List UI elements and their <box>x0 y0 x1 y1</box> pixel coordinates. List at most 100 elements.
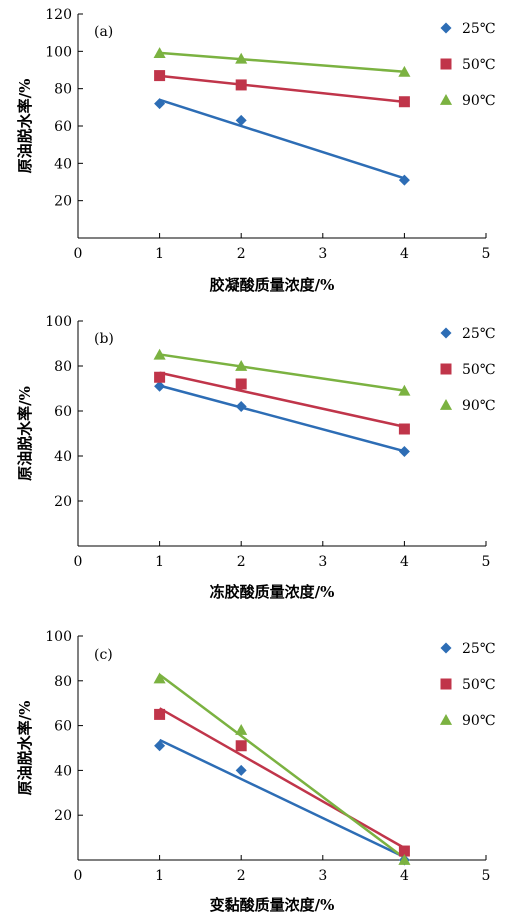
y-tick-label: 60 <box>54 719 72 735</box>
legend-marker <box>440 58 452 70</box>
x-tick-label: 2 <box>237 246 246 262</box>
x-tick-label: 3 <box>318 868 327 884</box>
data-point <box>154 740 166 752</box>
data-point <box>235 724 248 735</box>
data-point <box>398 853 411 865</box>
x-tick-label: 0 <box>74 246 83 262</box>
series-trend-line <box>159 738 405 859</box>
panel-label: (b) <box>94 331 114 347</box>
y-tick-label: 80 <box>54 674 72 690</box>
series-trend-line <box>158 673 406 860</box>
x-axis-label: 冻胶酸质量浓度/% <box>210 583 335 601</box>
y-tick-label: 40 <box>54 156 72 172</box>
y-tick-label: 100 <box>45 44 72 60</box>
x-tick-label: 3 <box>318 246 327 262</box>
x-tick-label: 5 <box>482 246 491 262</box>
data-point <box>154 380 166 392</box>
y-tick-label: 20 <box>54 494 72 510</box>
y-tick-label: 100 <box>45 629 72 645</box>
series-trend-line <box>159 384 405 453</box>
legend-marker <box>439 93 453 105</box>
legend-label: 50℃ <box>462 57 495 73</box>
x-tick-label: 5 <box>482 554 491 570</box>
legend-marker <box>440 327 452 339</box>
y-tick-label: 60 <box>54 404 72 420</box>
y-axis-label: 原油脱水率/% <box>16 386 34 481</box>
legend-label: 25℃ <box>462 21 495 37</box>
legend-marker <box>439 398 453 410</box>
legend-label: 50℃ <box>462 362 495 378</box>
series-trend-line <box>158 707 406 850</box>
data-point <box>153 47 166 59</box>
data-point <box>154 371 166 383</box>
panel-label: (c) <box>94 647 113 663</box>
x-axis-label: 变黏酸质量浓度/% <box>210 896 335 914</box>
x-tick-label: 4 <box>400 868 409 884</box>
x-tick-label: 1 <box>155 554 164 570</box>
data-point <box>398 423 410 435</box>
data-point <box>154 708 166 720</box>
y-tick-label: 40 <box>54 449 72 465</box>
y-axis-label: 原油脱水率/% <box>16 79 34 174</box>
legend-label: 50℃ <box>462 677 495 693</box>
y-axis-label: 原油脱水率/% <box>16 701 34 796</box>
x-tick-label: 0 <box>74 554 83 570</box>
x-tick-label: 2 <box>237 868 246 884</box>
data-point <box>398 65 411 77</box>
y-tick-label: 40 <box>54 763 72 779</box>
data-point <box>235 359 248 371</box>
series-trend-line <box>159 74 405 104</box>
data-point <box>398 174 410 186</box>
legend-marker <box>440 678 452 690</box>
legend-label: 25℃ <box>462 326 495 342</box>
y-tick-label: 20 <box>54 808 72 824</box>
chart-panel-1: 0 1 2 3 4 5 20 40 60 80 100 120 胶凝酸质量浓度/% 原油脱水率/% (a) 2… <box>16 7 495 294</box>
legend-label: 90℃ <box>462 713 495 729</box>
data-point <box>153 672 166 684</box>
series-trend-line <box>159 353 405 392</box>
legend-marker <box>440 642 452 654</box>
data-point <box>235 740 247 752</box>
data-point <box>398 845 410 857</box>
y-tick-label: 100 <box>45 314 72 330</box>
x-tick-label: 4 <box>400 554 409 570</box>
data-point <box>235 764 247 776</box>
legend-marker <box>440 22 452 34</box>
data-point <box>154 70 166 82</box>
x-tick-label: 2 <box>237 554 246 570</box>
legend-marker <box>439 713 453 725</box>
legend-label: 25℃ <box>462 641 495 657</box>
y-tick-label: 20 <box>54 194 72 210</box>
x-axis-label: 胶凝酸质量浓度/% <box>210 276 335 294</box>
y-tick-label: 80 <box>54 359 72 375</box>
chart-panel-3: 0 1 2 3 4 5 20 40 60 80 100 变黏酸质量浓度/% 原油脱水率/% (c) 25℃ 5… <box>16 629 495 914</box>
data-point <box>235 52 248 64</box>
legend-marker <box>440 363 452 375</box>
x-tick-label: 5 <box>482 868 491 884</box>
y-tick-label: 80 <box>54 82 72 98</box>
x-tick-label: 3 <box>318 554 327 570</box>
y-tick-label: 60 <box>54 119 72 135</box>
x-tick-label: 0 <box>74 868 83 884</box>
data-point <box>235 401 247 412</box>
panel-label: (a) <box>94 24 113 40</box>
data-point <box>235 79 247 91</box>
series-trend-line <box>159 98 405 180</box>
data-point <box>235 378 247 390</box>
x-tick-label: 4 <box>400 246 409 262</box>
data-point <box>398 384 411 396</box>
x-tick-label: 1 <box>155 868 164 884</box>
data-point <box>235 114 247 126</box>
legend-label: 90℃ <box>462 398 495 414</box>
data-point <box>398 446 410 457</box>
x-tick-label: 1 <box>155 246 164 262</box>
data-point <box>153 348 166 360</box>
chart-panel-2: 0 1 2 3 4 5 20 40 60 80 100 冻胶酸质量浓度/% 原油脱水率/% (b) 25℃ 5… <box>16 314 495 601</box>
data-point <box>154 98 166 110</box>
legend-label: 90℃ <box>462 93 495 109</box>
series-trend-line <box>159 51 405 73</box>
data-point <box>398 96 410 108</box>
y-tick-label: 120 <box>45 7 72 23</box>
series-trend-line <box>159 371 405 428</box>
